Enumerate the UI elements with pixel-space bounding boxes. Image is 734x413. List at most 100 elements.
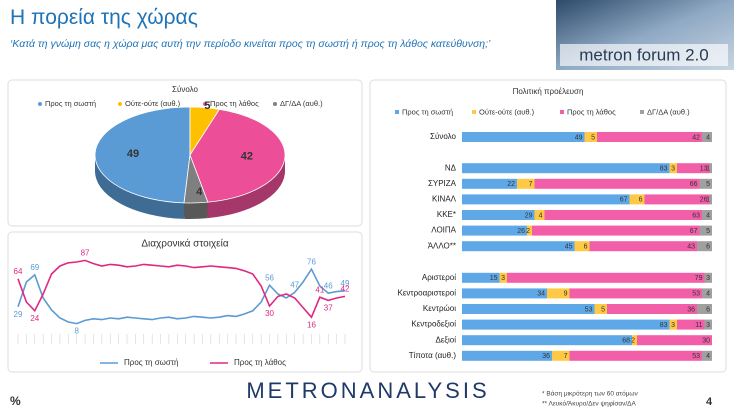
data-label: 43 (687, 244, 695, 251)
data-label: 3 (671, 166, 675, 173)
bar-segment (699, 178, 712, 189)
data-label: 7 (564, 353, 568, 360)
data-label: 3 (671, 322, 675, 329)
category-label: Σύνολο (430, 132, 456, 141)
legend-swatch (395, 110, 399, 114)
data-label: 34 (537, 291, 545, 298)
legend-swatch (560, 110, 564, 114)
data-label: 63 (692, 212, 700, 219)
data-label: 4 (706, 212, 710, 219)
bar-segment (462, 163, 670, 174)
bar-segment (709, 163, 712, 174)
data-label: 47 (290, 281, 299, 290)
legend-dot (203, 102, 207, 106)
legend-label: Προς τη σωστή (124, 358, 178, 367)
title: Η πορεία της χώρας (10, 6, 198, 29)
legend-label: Ούτε-ούτε (αυθ.) (125, 99, 181, 108)
data-label: 24 (30, 314, 39, 323)
legend-dot (118, 102, 122, 106)
category-label: ΆΛΛΟ** (428, 241, 456, 250)
data-label: 22 (507, 181, 515, 188)
bar-segment (644, 194, 710, 205)
data-label: 30 (702, 338, 710, 345)
bar-segment (534, 210, 545, 220)
data-label: 76 (307, 257, 316, 266)
bar-segment (462, 225, 527, 236)
bar-segment (462, 210, 535, 220)
unit: % (10, 394, 21, 408)
data-label: 6 (706, 244, 710, 251)
data-label: 1 (706, 166, 710, 173)
legend-label: ΔΓ/ΔΑ (αυθ.) (647, 107, 690, 116)
bar-segment (527, 225, 532, 236)
data-label: 36 (542, 353, 550, 360)
data-label: 8 (74, 327, 79, 336)
data-label: 2 (631, 338, 635, 345)
line (17, 259, 346, 319)
legend-dot (273, 102, 277, 106)
bar-segment (584, 132, 597, 142)
data-label: 5 (204, 100, 210, 112)
bar-segment (637, 335, 712, 346)
data-label: 9 (564, 291, 568, 298)
bar-segment (704, 272, 712, 283)
data-label: 87 (81, 249, 90, 258)
bar-segment (462, 178, 517, 189)
bar-segment (632, 335, 637, 346)
bar-segment (709, 194, 712, 205)
category-label: Κεντρώοι (423, 304, 456, 313)
bar-segment (462, 241, 575, 252)
pie-slice (189, 108, 286, 203)
panel (7, 231, 363, 373)
data-label: 83 (660, 322, 668, 329)
legend-label: Προς τη σωστή (402, 107, 453, 116)
data-label: 53 (692, 353, 700, 360)
bar-segment (702, 132, 712, 142)
data-label: 49 (575, 134, 583, 141)
data-label: 4 (706, 134, 710, 141)
data-label: 66 (690, 181, 698, 188)
bar-segment (532, 225, 700, 236)
legend-swatch (640, 110, 644, 114)
bar-segment (574, 241, 590, 252)
data-label: 29 (14, 310, 23, 319)
data-label: 4 (706, 291, 710, 298)
data-label: 41 (315, 285, 324, 294)
bar-segment (534, 178, 700, 189)
data-label: 4 (539, 212, 543, 219)
bar-segment (702, 288, 712, 299)
bar-segment (594, 304, 607, 314)
data-label: 46 (324, 281, 333, 290)
logo-band (560, 44, 728, 66)
bar-segment (517, 178, 535, 189)
category-label: ΚΚΕ* (437, 210, 456, 219)
data-label: 30 (265, 309, 274, 318)
bar-segment (462, 350, 552, 361)
category-label: ΚΙΝΑΛ (432, 195, 457, 204)
bar-segment (569, 288, 702, 299)
data-label: 79 (695, 275, 703, 282)
footnote: ** Λευκό/Άκυρο/Δεν ψηφίσαν/ΔΑ (542, 400, 637, 408)
data-label: 49 (127, 148, 139, 160)
bar-segment (702, 210, 712, 220)
data-label: 1 (706, 197, 710, 204)
data-label: 5 (601, 306, 605, 313)
bar-segment (669, 163, 677, 174)
data-label: 4 (706, 353, 710, 360)
data-label: 11 (695, 322, 702, 329)
bar-segment (589, 241, 697, 252)
legend-label: Προς τη λάθος (234, 358, 286, 367)
data-label: 13 (700, 166, 708, 173)
legend-label: Ούτε-ούτε (αυθ.) (479, 107, 535, 116)
legend-dot (38, 102, 42, 106)
chart-title: Διαχρονικά στοιχεία (141, 238, 229, 250)
data-label: 49 (341, 279, 350, 288)
data-label: 2 (526, 228, 530, 235)
pie-slice (183, 154, 209, 204)
bar-segment (699, 225, 712, 236)
bar-segment (597, 132, 702, 142)
page-number: 4 (706, 396, 713, 408)
data-label: 45 (565, 244, 573, 251)
